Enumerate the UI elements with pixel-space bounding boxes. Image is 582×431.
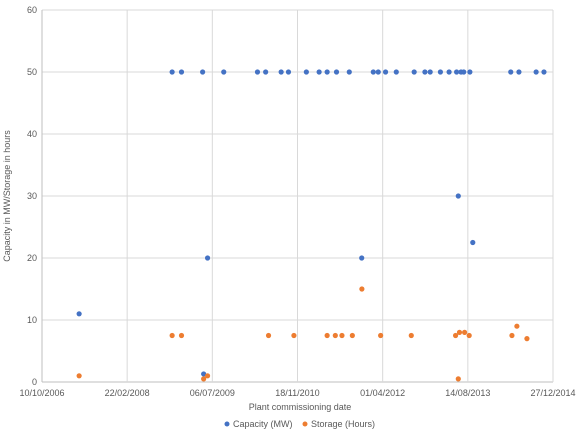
data-point — [466, 332, 472, 339]
x-tick-label: 22/02/2008 — [105, 388, 150, 398]
y-tick-label: 40 — [27, 129, 37, 139]
data-point — [453, 69, 460, 75]
data-point — [470, 239, 476, 246]
data-points — [76, 69, 547, 382]
data-point — [278, 69, 284, 75]
data-point — [452, 332, 459, 339]
data-point — [461, 69, 467, 75]
legend: Capacity (MW) Storage (Hours) — [224, 419, 375, 429]
x-tick-label: 06/07/2009 — [190, 388, 235, 398]
data-point — [263, 69, 269, 75]
data-point — [316, 69, 322, 75]
data-point — [516, 69, 522, 75]
data-point — [461, 329, 468, 335]
y-axis-title: Capacity in MW/Storage in hours — [2, 130, 12, 262]
data-point — [408, 332, 414, 339]
data-point — [524, 336, 530, 342]
data-point — [291, 332, 297, 339]
data-point — [541, 69, 547, 75]
data-point — [221, 69, 227, 75]
data-point — [378, 332, 384, 339]
data-point — [201, 376, 207, 382]
data-point — [411, 69, 417, 75]
data-point — [359, 286, 365, 292]
data-point — [427, 69, 433, 75]
data-point — [508, 69, 514, 75]
legend-marker-capacity — [224, 421, 230, 427]
data-point — [456, 329, 463, 335]
data-point — [509, 332, 515, 339]
legend-label-storage: Storage (Hours) — [311, 419, 375, 429]
legend-label-capacity: Capacity (MW) — [233, 419, 293, 429]
data-point — [382, 69, 389, 75]
legend-marker-storage — [302, 421, 308, 427]
data-point — [339, 332, 345, 339]
data-point — [265, 332, 272, 339]
gridlines — [41, 9, 554, 383]
data-point — [467, 69, 473, 75]
data-point — [332, 332, 338, 339]
x-tick-label: 01/04/2012 — [360, 388, 405, 398]
data-point — [76, 373, 82, 379]
data-point — [455, 376, 461, 382]
x-tick-label: 14/08/2013 — [445, 388, 490, 398]
data-point — [533, 69, 539, 75]
data-point — [514, 323, 520, 329]
data-point — [204, 255, 211, 261]
data-point — [178, 69, 185, 75]
data-point — [201, 371, 207, 377]
data-point — [455, 193, 461, 199]
x-axis-title: Plant commissioning date — [249, 402, 352, 412]
data-point — [333, 69, 340, 75]
data-point — [370, 69, 376, 75]
x-axis-ticks: 10/10/2006 22/02/2008 06/07/2009 18/11/2010… — [19, 388, 575, 398]
y-tick-label: 20 — [27, 253, 37, 263]
data-point — [204, 373, 211, 379]
y-tick-label: 50 — [27, 67, 37, 77]
x-tick-label: 27/12/2014 — [530, 388, 575, 398]
data-point — [393, 69, 399, 75]
data-point — [375, 69, 381, 75]
y-tick-label: 10 — [27, 315, 37, 325]
y-tick-label: 60 — [27, 5, 37, 15]
data-point — [346, 69, 352, 75]
data-point — [422, 69, 428, 75]
data-point — [254, 69, 261, 75]
x-tick-label: 10/10/2006 — [19, 388, 64, 398]
data-point — [169, 69, 175, 75]
data-point — [349, 332, 355, 339]
data-point — [76, 311, 82, 317]
data-point — [324, 332, 330, 339]
data-point — [169, 332, 175, 339]
x-tick-label: 18/11/2010 — [275, 388, 319, 398]
data-point — [285, 69, 292, 75]
data-point — [324, 69, 330, 75]
series-storage — [76, 286, 530, 382]
y-tick-label: 0 — [32, 377, 37, 387]
data-point — [200, 69, 206, 75]
y-tick-label: 30 — [27, 191, 37, 201]
y-axis-ticks: 0 10 20 30 40 50 60 — [27, 5, 37, 387]
data-point — [178, 332, 185, 339]
series-capacity — [76, 69, 547, 377]
data-point — [437, 69, 444, 75]
data-point — [359, 255, 365, 261]
data-point — [303, 69, 309, 75]
data-point — [446, 69, 452, 75]
